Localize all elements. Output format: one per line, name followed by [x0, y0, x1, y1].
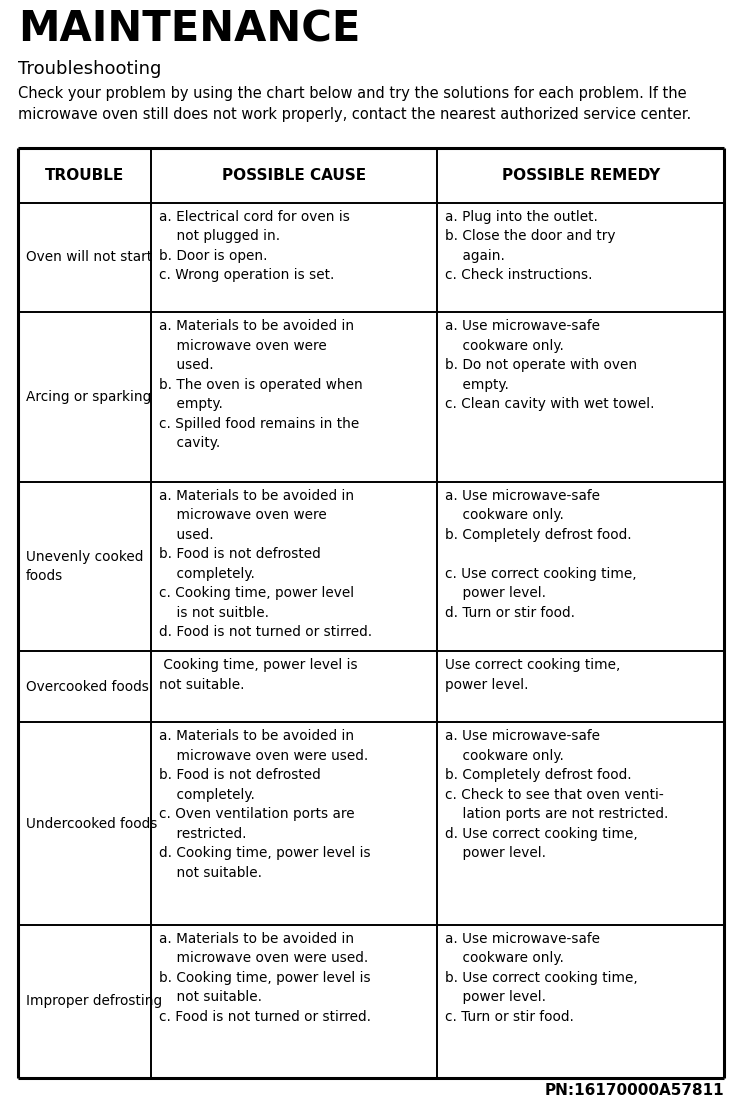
Text: Use correct cooking time,
power level.: Use correct cooking time, power level.	[445, 658, 621, 692]
Text: a. Electrical cord for oven is
    not plugged in.
b. Door is open.
c. Wrong ope: a. Electrical cord for oven is not plugg…	[159, 210, 349, 282]
Text: Arcing or sparking: Arcing or sparking	[26, 390, 151, 404]
Text: a. Use microwave-safe
    cookware only.
b. Use correct cooking time,
    power : a. Use microwave-safe cookware only. b. …	[445, 931, 638, 1023]
Text: Check your problem by using the chart below and try the solutions for each probl: Check your problem by using the chart be…	[18, 85, 692, 122]
Text: PN:16170000A57811: PN:16170000A57811	[545, 1083, 724, 1098]
Text: a. Materials to be avoided in
    microwave oven were used.
b. Food is not defro: a. Materials to be avoided in microwave …	[159, 729, 370, 880]
Text: Oven will not start: Oven will not start	[26, 251, 152, 264]
Text: Unevenly cooked
foods: Unevenly cooked foods	[26, 549, 143, 583]
Text: a. Use microwave-safe
    cookware only.
b. Completely defrost food.

c. Use cor: a. Use microwave-safe cookware only. b. …	[445, 488, 637, 619]
Text: a. Materials to be avoided in
    microwave oven were used.
b. Cooking time, pow: a. Materials to be avoided in microwave …	[159, 931, 371, 1023]
Text: a. Materials to be avoided in
    microwave oven were
    used.
b. Food is not d: a. Materials to be avoided in microwave …	[159, 488, 372, 639]
Text: MAINTENANCE: MAINTENANCE	[18, 8, 361, 50]
Text: Cooking time, power level is
not suitable.: Cooking time, power level is not suitabl…	[159, 658, 358, 692]
Text: TROUBLE: TROUBLE	[45, 168, 124, 183]
Text: Undercooked foods: Undercooked foods	[26, 817, 157, 830]
Text: a. Plug into the outlet.
b. Close the door and try
    again.
c. Check instructi: a. Plug into the outlet. b. Close the do…	[445, 210, 616, 282]
Text: Improper defrosting: Improper defrosting	[26, 995, 162, 1008]
Text: a. Use microwave-safe
    cookware only.
b. Completely defrost food.
c. Check to: a. Use microwave-safe cookware only. b. …	[445, 729, 669, 860]
Text: Troubleshooting: Troubleshooting	[18, 60, 161, 78]
Text: Overcooked foods: Overcooked foods	[26, 679, 149, 694]
Text: a. Materials to be avoided in
    microwave oven were
    used.
b. The oven is o: a. Materials to be avoided in microwave …	[159, 319, 363, 451]
Text: a. Use microwave-safe
    cookware only.
b. Do not operate with oven
    empty.
: a. Use microwave-safe cookware only. b. …	[445, 319, 655, 411]
Text: POSSIBLE CAUSE: POSSIBLE CAUSE	[222, 168, 366, 183]
Text: POSSIBLE REMEDY: POSSIBLE REMEDY	[502, 168, 660, 183]
